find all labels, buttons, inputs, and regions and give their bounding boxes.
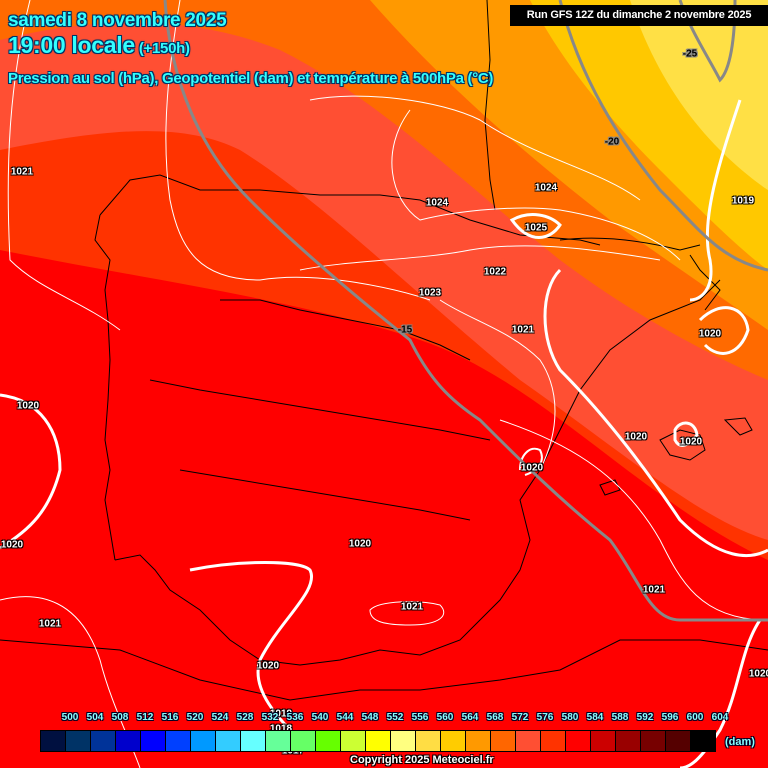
isobar-label: 1020 [679,436,703,448]
legend-tick: 576 [536,712,554,723]
legend-swatch [191,731,216,751]
legend-color-bar [40,730,716,752]
isotherms [163,0,768,622]
legend-tick: 540 [311,712,329,723]
legend-tick: 584 [586,712,604,723]
legend-tick: 568 [486,712,504,723]
map-description: Pression au sol (hPa), Geopotentiel (dam… [8,70,494,87]
legend-swatch [416,731,441,751]
legend-tick: 596 [661,712,679,723]
legend-swatch [341,731,366,751]
legend-swatch [41,731,66,751]
legend-tick: 552 [386,712,404,723]
legend-swatch [241,731,266,751]
isobar-label: 1025 [524,222,548,234]
legend-swatch [366,731,391,751]
legend-tick: 556 [411,712,429,723]
legend-swatch [591,731,616,751]
legend-tick: 544 [336,712,354,723]
legend-swatch [116,731,141,751]
legend-swatch [91,731,116,751]
forecast-local-time: 19:00 locale [8,32,135,58]
copyright: Copyright 2025 Meteociel.fr [350,754,494,766]
isobar-label: 1020 [624,431,648,443]
isobar-label: 1023 [418,287,442,299]
legend-swatch [216,731,241,751]
isobar-label: 1024 [534,182,558,194]
legend-tick: 588 [611,712,629,723]
legend-swatch [166,731,191,751]
isobar-label: 1019 [269,708,293,720]
legend-swatch [516,731,541,751]
legend-swatch [491,731,516,751]
legend-tick: 508 [111,712,129,723]
isobar-label: 1021 [511,324,535,336]
legend-swatch [691,731,715,751]
geopotential-legend: 500 504 508 512 516 520 524 528 532 536 540 544 548 5… [40,712,768,768]
isobar-label: 1022 [483,266,507,278]
forecast-lead-time: (+150h) [138,40,190,57]
model-run-info: Run GFS 12Z du dimanche 2 novembre 2025 [510,5,768,26]
isobar-label: 1020 [520,462,544,474]
legend-tick: 528 [236,712,254,723]
isobar-label: 1020 [256,660,280,672]
legend-tick: 524 [211,712,229,723]
legend-tick: 504 [86,712,104,723]
legend-tick: 500 [61,712,79,723]
legend-tick: 548 [361,712,379,723]
legend-swatch [266,731,291,751]
isobar-label: 1020 [748,668,768,680]
isobar-label: 1020 [698,328,722,340]
legend-tick: 604 [711,712,729,723]
isotherm-label: -20 [604,136,620,148]
legend-unit: (dam) [725,736,755,748]
legend-swatch [141,731,166,751]
legend-swatch [666,731,691,751]
forecast-date: samedi 8 novembre 2025 [8,10,227,31]
legend-swatch [616,731,641,751]
legend-tick: 560 [436,712,454,723]
isobar-label: 1020 [16,400,40,412]
legend-tick: 600 [686,712,704,723]
legend-swatch [566,731,591,751]
isobar-label: 1021 [400,601,424,613]
legend-tick: 572 [511,712,529,723]
legend-swatch [641,731,666,751]
isobar-label: 1024 [425,197,449,209]
isobar-label: 1021 [642,584,666,596]
isotherm-label: -25 [682,48,698,60]
legend-tick: 532 [261,712,279,723]
legend-tick: 564 [461,712,479,723]
legend-tick: 536 [286,712,304,723]
legend-swatch [441,731,466,751]
forecast-time: 19:00 locale (+150h) [8,32,190,59]
legend-tick: 592 [636,712,654,723]
legend-swatch [291,731,316,751]
legend-swatch [541,731,566,751]
coastlines [0,0,768,701]
isobar-label: 1019 [731,195,755,207]
legend-tick: 516 [161,712,179,723]
legend-swatch [66,731,91,751]
legend-tick: 512 [136,712,154,723]
isotherm-label: -15 [397,324,413,336]
legend-swatch [391,731,416,751]
isobar-label: 1018 [269,723,293,735]
legend-swatch [466,731,491,751]
isobar-label: 1021 [10,166,34,178]
isobar-label: 1020 [0,539,24,551]
isobar-label: 1021 [38,618,62,630]
legend-tick: 580 [561,712,579,723]
legend-swatch [316,731,341,751]
legend-tick: 520 [186,712,204,723]
band-580-south [0,465,768,768]
isobar-label: 1020 [348,538,372,550]
